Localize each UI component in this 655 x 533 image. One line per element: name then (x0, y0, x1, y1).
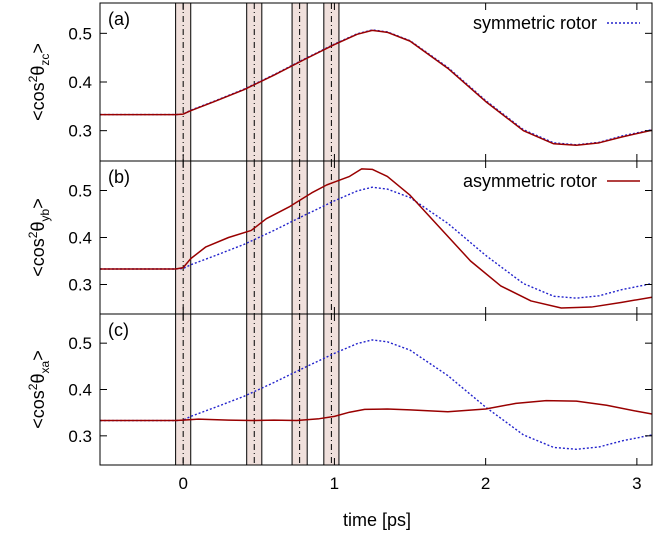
legend-label: symmetric rotor (473, 13, 597, 33)
y-axis-title: <cos2θxa> (26, 350, 52, 428)
y-axis-title-part: > (28, 350, 48, 361)
panel-1: 0.3 0.4 0.5 (b) <cos2θyb> asymmetric rotor (26, 160, 653, 315)
y-axis-title-part: yb (38, 208, 52, 221)
x-tick-label: 1 (330, 474, 339, 493)
y-axis-title-part: zc (38, 54, 52, 66)
y-axis-title-part: <cos (28, 238, 48, 277)
y-tick-label: 0.3 (68, 427, 92, 446)
y-axis-title-part: > (28, 43, 48, 54)
y-axis-title-part: 2 (26, 383, 40, 390)
panels: 0.30.40.5(a)<cos2θzc>symmetric rotor0.30… (26, 2, 653, 493)
x-axis-title: time [ps] (343, 510, 411, 530)
y-tick-label: 0.3 (68, 276, 92, 295)
y-axis-title-part: 2 (26, 231, 40, 238)
y-tick-label: 0.3 (68, 122, 92, 141)
y-tick-label: 0.5 (68, 182, 92, 201)
y-axis-title: <cos2θzc> (26, 43, 52, 121)
y-axis-title-part: xa (38, 360, 52, 373)
y-axis-title-part: θ (28, 373, 48, 383)
series-line (100, 339, 652, 450)
y-tick-label: 0.4 (68, 73, 92, 92)
y-axis-title-part: > (28, 198, 48, 209)
y-tick-label: 0.4 (68, 229, 92, 248)
series-line (100, 399, 652, 422)
series-group (100, 339, 652, 450)
series-line (100, 186, 652, 299)
panel-label: (c) (108, 320, 129, 340)
series-group (100, 168, 652, 309)
panel-label: (a) (108, 9, 130, 29)
series-line (100, 29, 652, 147)
series-line (100, 168, 652, 309)
panel-2: 0.30.40.50 1 2 3(c)<cos2θxa> (26, 313, 653, 493)
y-tick-label: 0.5 (68, 24, 92, 43)
panel-0: 0.3 0.4 0.5 (a) <cos2θzc> symmetric rotor (26, 2, 653, 162)
y-axis-title-part: <cos (28, 82, 48, 121)
panel-label: (b) (108, 167, 130, 187)
y-axis-title-part: 2 (26, 75, 40, 82)
legend-label: asymmetric rotor (463, 171, 597, 191)
y-axis-title-part: <cos (28, 390, 48, 429)
y-axis-title: <cos2θyb> (26, 198, 52, 276)
series-group (100, 29, 652, 147)
x-tick-label: 2 (481, 474, 490, 493)
y-axis-title-part: θ (28, 66, 48, 76)
y-tick-label: 0.5 (68, 334, 92, 353)
y-axis-title-part: θ (28, 221, 48, 231)
x-tick-label: 0 (178, 474, 187, 493)
y-tick-label: 0.4 (68, 381, 92, 400)
x-tick-label: 3 (632, 474, 641, 493)
